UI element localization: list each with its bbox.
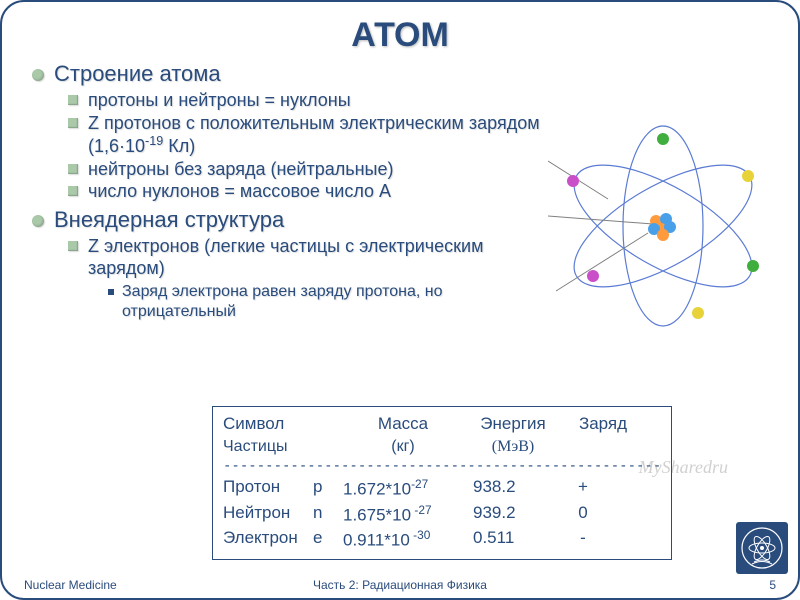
square-bullet-icon [68,164,78,174]
list-item: нейтроны без заряда (нейтральные) [68,158,768,181]
table-units: Частицы (кг) (МэВ) [223,436,661,458]
footer: Nuclear Medicine Часть 2: Радиационная Ф… [2,578,798,592]
particle-table: Символ Масса Энергия Заряд Частицы (кг) … [212,406,672,560]
content-area: Строение атома протоны и нейтроны = нукл… [32,61,768,322]
square-bullet-icon [68,186,78,196]
square-bullet-icon [68,241,78,251]
table-divider: ----------------------------------------… [223,457,661,476]
list-item: Z протонов с положительным электрическим… [68,112,768,158]
table-row: Протонp 1.672*10-27 938.2+ [223,476,661,502]
table-row: Нейтронn 1.675*10 -27 939.20 [223,502,661,528]
list-item: Заряд электрона равен заряду протона, но… [108,282,768,322]
bullet-list: Строение атома протоны и нейтроны = нукл… [32,61,768,322]
section-heading: Строение атома [54,61,221,87]
disc-bullet-icon [32,69,44,81]
list-item: Z электронов (легкие частицы с электриче… [68,235,768,322]
dot-bullet-icon [108,289,114,295]
table-row: Электронe 0.911*10 -30 0.511- [223,527,661,553]
slide-title: АТОМ [32,16,768,55]
section-0: Строение атома протоны и нейтроны = нукл… [32,61,768,203]
disc-bullet-icon [32,215,44,227]
footer-center: Часть 2: Радиационная Физика [2,578,798,592]
slide-frame: АТОМ Строение атома протоны и нейтроны =… [0,0,800,600]
list-item: число нуклонов = массовое число А [68,180,768,203]
square-bullet-icon [68,118,78,128]
table-header: Символ Масса Энергия Заряд [223,413,661,436]
list-item: протоны и нейтроны = нуклоны [68,89,768,112]
section-1: Внеядерная структура Z электронов (легки… [32,207,768,322]
watermark-text: MySharedru [639,457,728,478]
section-heading: Внеядерная структура [54,207,284,233]
square-bullet-icon [68,95,78,105]
iaea-logo-icon [736,522,788,574]
